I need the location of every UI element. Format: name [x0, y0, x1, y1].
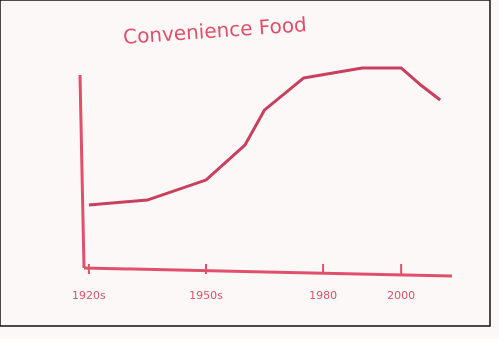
x-tick-label: 1950s — [189, 289, 223, 302]
data-line — [88, 66, 442, 207]
y-axis — [78, 74, 86, 269]
frame — [0, 0, 491, 327]
x-tick-label: 1980 — [309, 289, 337, 302]
x-tick-label: 2000 — [387, 289, 415, 302]
x-axis — [83, 266, 453, 278]
x-tick-label: 1920s — [72, 289, 106, 302]
